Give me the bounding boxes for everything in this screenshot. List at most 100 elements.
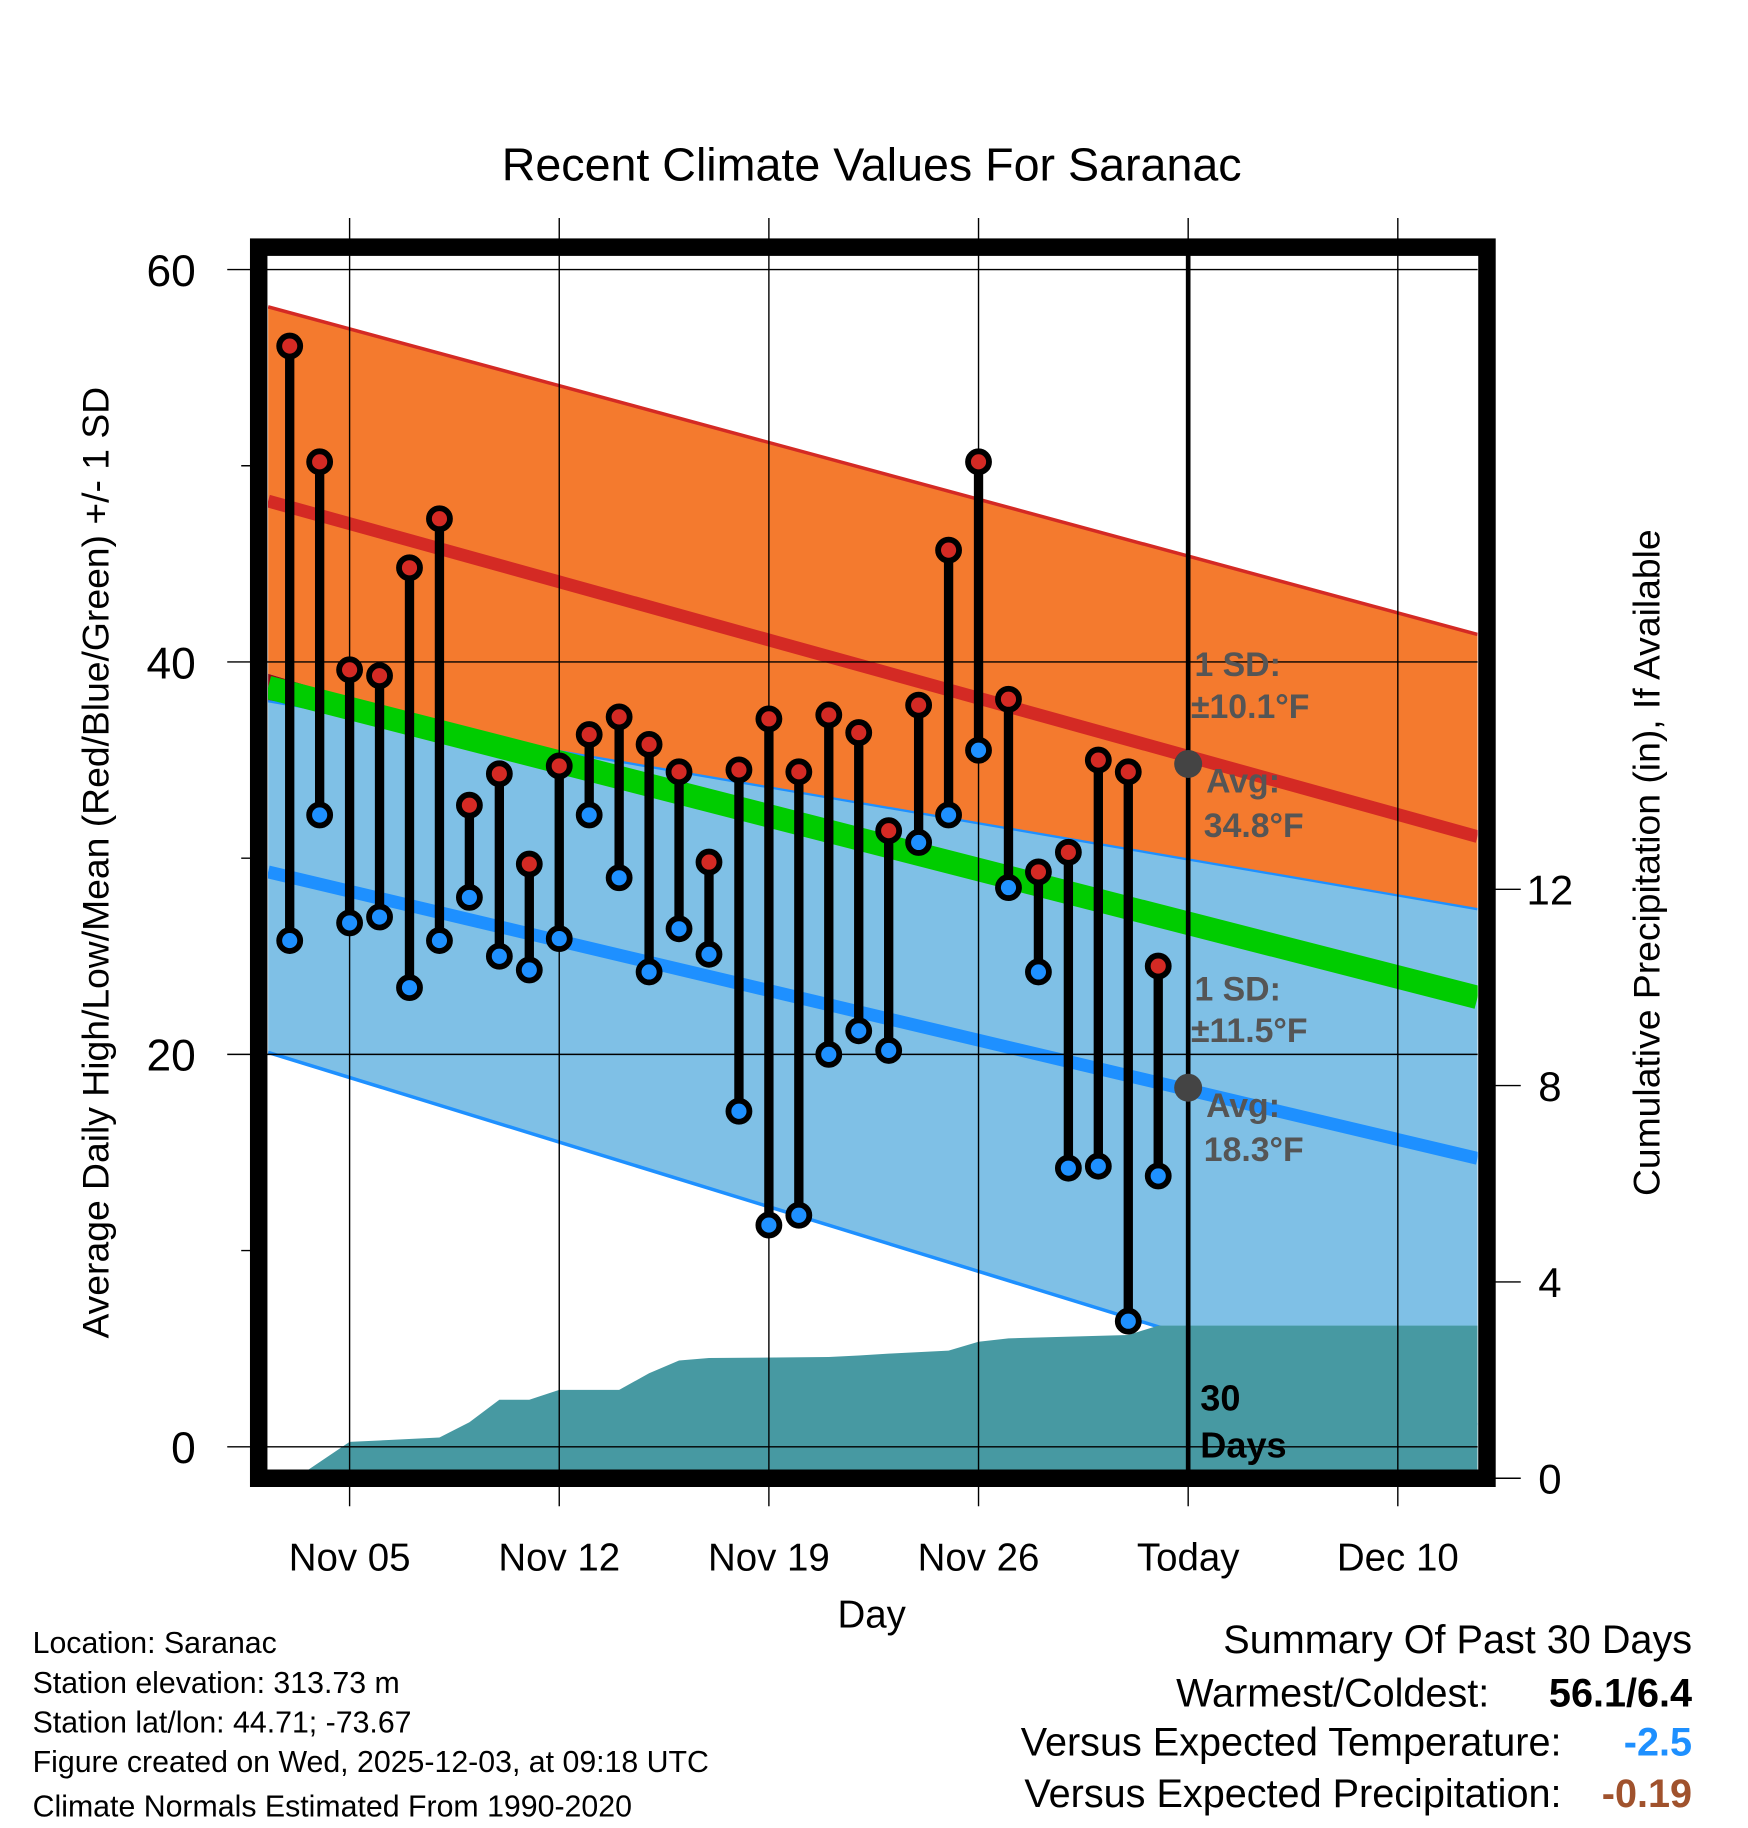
today-avg-high-marker [1174,749,1203,778]
high-point [485,760,513,788]
low-point [396,974,423,1002]
high-point [965,448,992,476]
avg-low-line [268,865,1478,1165]
summary-precip-value: -0.19 [1602,1772,1692,1816]
high-point [1144,952,1172,980]
high-point [785,758,813,786]
footer-created: Figure created on Wed, 2025-12-03, at 09… [33,1746,709,1779]
high-point [755,705,783,733]
low-avg-value: 18.3°F [1204,1131,1304,1169]
low-point [336,909,364,937]
high-point [665,758,693,786]
high-point [695,848,723,876]
summary-precip-label: Versus Expected Precipitation: [1024,1772,1561,1816]
x-tick-label: Nov 26 [918,1536,1040,1579]
footer-location: Location: Saranac [33,1627,277,1660]
high-point [845,719,873,746]
summary-temp-value: -2.5 [1624,1721,1692,1765]
period-label-unit: Days [1200,1424,1286,1465]
y2-axis-label: Cumulative Precipitation (in), If Availa… [1625,529,1667,1196]
footer-elevation: Station elevation: 313.73 m [33,1667,400,1700]
footer-normals: Climate Normals Estimated From 1990-2020 [33,1790,632,1823]
high-avg-label: Avg: [1206,763,1280,801]
low-point [845,1017,873,1045]
low-point [695,940,723,968]
low-point [545,925,573,953]
x-tick-label: Nov 05 [289,1536,411,1579]
low-point [605,864,633,892]
high-point [605,703,633,731]
high-point [336,656,364,684]
low-point [426,927,453,954]
low-point [515,956,543,984]
high-sd-label: 1 SD: [1194,646,1280,684]
x-axis-label: Day [837,1593,906,1636]
high-point [545,752,573,780]
high-point [1114,758,1142,786]
high-point [905,691,933,719]
low-sd-band [268,701,1478,1426]
low-point [1114,1307,1142,1335]
y-axis-label: Average Daily High/Low/Mean (Red/Blue/Gr… [74,387,116,1339]
low-point [1025,958,1052,986]
low-point [965,736,992,764]
summary-box: Summary Of Past 30 Days Warmest/Coldest:… [1021,1618,1692,1816]
low-avg-label: Avg: [1206,1087,1280,1125]
low-point [485,942,513,970]
low-point [875,1037,903,1064]
high-point [935,536,962,564]
footer-info: Location: Saranac Station elevation: 313… [33,1627,709,1823]
low-sd-label: 1 SD: [1194,970,1280,1008]
high-sd-value: ±10.1°F [1191,688,1309,726]
footer-latlon: Station lat/lon: 44.71; -73.67 [33,1706,412,1739]
y2-tick-label: 8 [1538,1063,1561,1110]
high-point [426,505,453,533]
low-point [665,915,693,943]
x-tick-label: Nov 19 [708,1536,830,1579]
summary-title: Summary Of Past 30 Days [1223,1618,1692,1662]
cumulative-precip-area [295,1325,1478,1479]
chart-title: Recent Climate Values For Saranac [502,139,1242,191]
low-point [306,801,334,829]
low-point [905,829,933,856]
high-point [815,701,843,729]
today-avg-low-marker [1174,1073,1203,1102]
high-point [396,554,423,582]
low-point [455,883,483,911]
low-sd-value: ±11.5°F [1191,1012,1308,1050]
x-tick-label: Nov 12 [498,1536,620,1579]
high-point [276,332,304,360]
low-point [755,1211,783,1239]
plot-inner [268,305,1478,1479]
summary-warmest-value: 56.1/6.4 [1549,1672,1692,1716]
y2-tick-label: 0 [1538,1455,1561,1502]
high-point [1025,858,1052,886]
low-point [725,1097,753,1125]
x-tick-label: Today [1137,1536,1240,1579]
mean-line [268,676,1478,1009]
high-plus-sd-line [268,305,1478,637]
low-point [276,927,304,954]
high-avg-value: 34.8°F [1204,807,1304,845]
high-point [875,817,903,845]
high-point [1054,838,1082,866]
high-point [1084,746,1112,774]
y-tick-label: 40 [147,639,196,688]
high-point [635,730,663,758]
y-tick-label: 60 [147,247,196,296]
y2-tick-label: 12 [1527,866,1574,913]
high-point [575,721,603,748]
low-point [366,903,393,931]
summary-temp-label: Versus Expected Temperature: [1021,1721,1562,1765]
avg-high-line [268,494,1478,843]
low-point [575,801,603,829]
y-tick-label: 0 [171,1424,196,1473]
low-point [935,801,962,829]
y-tick-label: 20 [147,1032,196,1081]
low-point [1144,1162,1172,1190]
high-point [366,662,393,690]
plot-frame [249,238,1496,1487]
noop [268,673,1478,1039]
low-point [635,958,663,986]
